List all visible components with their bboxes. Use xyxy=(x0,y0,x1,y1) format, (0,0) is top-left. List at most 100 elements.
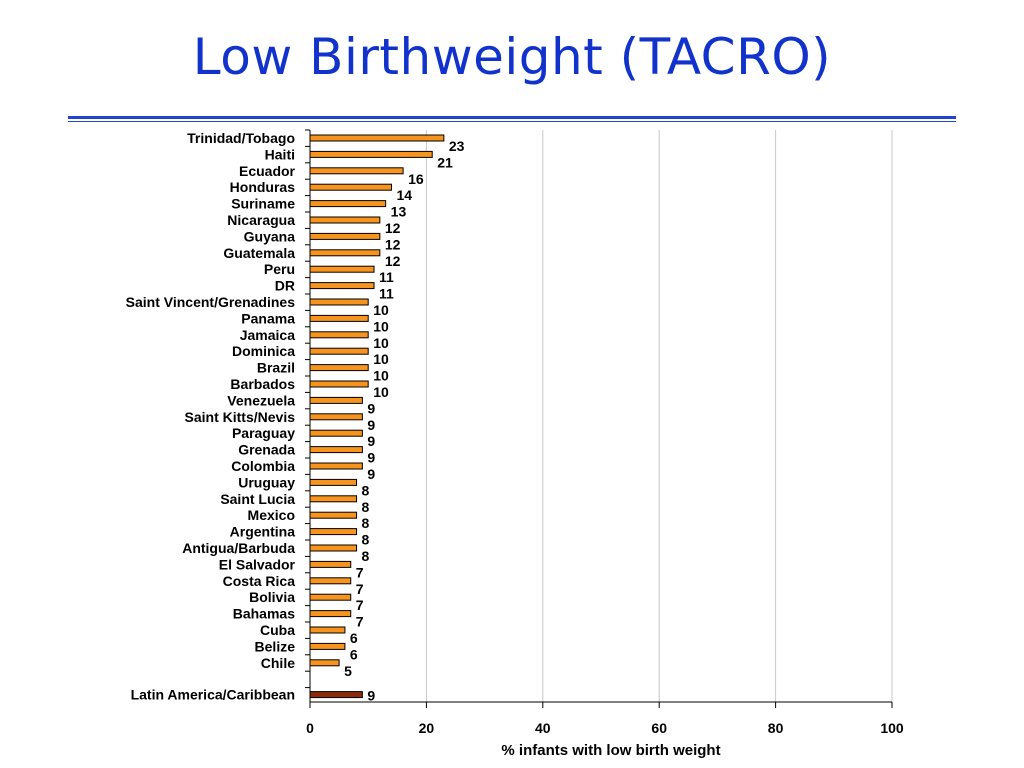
category-label: Venezuela xyxy=(227,392,295,408)
summary-value-label: 9 xyxy=(367,688,375,704)
category-label: Belize xyxy=(255,638,296,654)
category-label: Barbados xyxy=(230,376,295,392)
category-label: Saint Lucia xyxy=(220,491,295,507)
value-label: 6 xyxy=(350,630,358,646)
value-label: 5 xyxy=(344,663,352,679)
bar xyxy=(309,282,375,290)
category-label: Guyana xyxy=(244,228,296,244)
bar xyxy=(309,331,369,339)
value-label: 9 xyxy=(367,450,375,466)
category-label: Saint Kitts/Nevis xyxy=(185,409,296,425)
value-label: 7 xyxy=(356,564,364,580)
value-label: 11 xyxy=(379,286,394,302)
category-label: Chile xyxy=(261,655,295,671)
category-label: Cuba xyxy=(260,622,295,638)
x-tick-label: 100 xyxy=(880,720,904,736)
value-label: 12 xyxy=(385,253,401,269)
value-label: 7 xyxy=(356,614,364,630)
category-label: Uruguay xyxy=(238,474,295,490)
value-label: 9 xyxy=(367,417,375,433)
bar xyxy=(309,380,369,388)
value-label: 10 xyxy=(373,351,389,367)
summary-bar xyxy=(309,691,363,699)
bar xyxy=(309,314,369,322)
value-label: 11 xyxy=(379,269,394,285)
bar xyxy=(309,495,358,503)
bar xyxy=(309,626,346,634)
value-label: 21 xyxy=(437,154,453,170)
value-label: 16 xyxy=(408,171,424,187)
value-label: 8 xyxy=(362,548,370,564)
value-label: 12 xyxy=(385,220,401,236)
bar xyxy=(309,544,358,552)
bar xyxy=(309,183,392,191)
bar xyxy=(309,396,363,404)
bar xyxy=(309,446,363,454)
category-label: Peru xyxy=(264,261,295,277)
bar xyxy=(309,347,369,355)
category-label: Paraguay xyxy=(232,425,295,441)
bar xyxy=(309,642,346,650)
value-label: 23 xyxy=(449,138,465,154)
bar xyxy=(309,150,433,158)
bar xyxy=(309,528,358,536)
value-label: 7 xyxy=(356,581,364,597)
category-label: Brazil xyxy=(257,360,295,376)
x-tick-label: 40 xyxy=(535,720,551,736)
category-label: Honduras xyxy=(230,179,296,195)
value-label: 9 xyxy=(367,400,375,416)
bar xyxy=(309,167,404,175)
page-title: Low Birthweight (TACRO) xyxy=(192,28,832,86)
category-label: Costa Rica xyxy=(223,573,296,589)
category-label: Jamaica xyxy=(240,327,295,343)
value-label: 13 xyxy=(391,204,407,220)
value-label: 8 xyxy=(362,499,370,515)
bar xyxy=(309,577,352,585)
bar xyxy=(309,298,369,306)
bar xyxy=(309,511,358,519)
value-label: 10 xyxy=(373,384,389,400)
x-tick-label: 60 xyxy=(651,720,667,736)
category-label: Nicaragua xyxy=(227,212,295,228)
category-label: Antigua/Barbuda xyxy=(182,540,295,556)
value-label: 8 xyxy=(362,482,370,498)
bar xyxy=(309,593,352,601)
summary-category-label: Latin America/Caribbean xyxy=(131,687,295,703)
x-tick-label: 0 xyxy=(306,720,314,736)
category-label: Guatemala xyxy=(223,245,295,261)
bar xyxy=(309,413,363,421)
bar xyxy=(309,249,381,257)
bar xyxy=(309,560,352,568)
category-label: Bahamas xyxy=(233,606,295,622)
value-label: 6 xyxy=(350,646,358,662)
category-label: DR xyxy=(275,278,295,294)
value-label: 8 xyxy=(362,515,370,531)
value-label: 9 xyxy=(367,466,375,482)
category-label: Dominica xyxy=(232,343,295,359)
x-tick-label: 80 xyxy=(768,720,784,736)
category-label: Panama xyxy=(241,310,295,326)
category-label: El Salvador xyxy=(219,556,296,572)
title-divider-thin xyxy=(68,121,956,122)
value-label: 10 xyxy=(373,368,389,384)
bar xyxy=(309,232,381,240)
bar xyxy=(309,134,445,142)
value-label: 14 xyxy=(396,187,412,203)
value-label: 10 xyxy=(373,302,389,318)
value-label: 7 xyxy=(356,597,364,613)
bar xyxy=(309,659,340,667)
category-label: Colombia xyxy=(231,458,295,474)
bar xyxy=(309,429,363,437)
bar xyxy=(309,200,387,208)
bar xyxy=(309,265,375,273)
value-label: 10 xyxy=(373,335,389,351)
category-label: Bolivia xyxy=(249,589,295,605)
value-label: 12 xyxy=(385,236,401,252)
category-label: Mexico xyxy=(248,507,295,523)
title-divider-thick xyxy=(68,116,956,119)
value-label: 8 xyxy=(362,532,370,548)
category-label: Saint Vincent/Grenadines xyxy=(126,294,296,310)
bar xyxy=(309,478,358,486)
x-axis-title: % infants with low birth weight xyxy=(501,742,720,759)
